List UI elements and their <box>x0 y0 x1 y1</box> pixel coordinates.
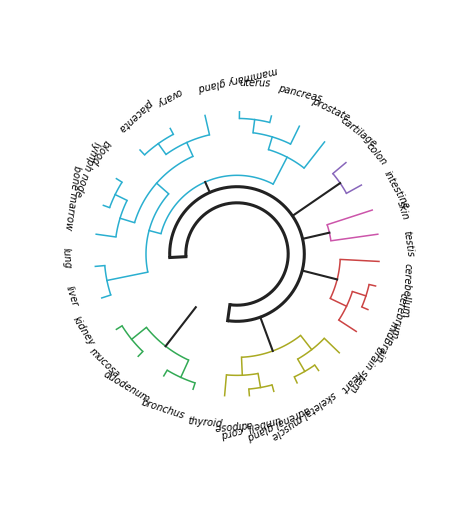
Text: midBrain: midBrain <box>372 319 399 363</box>
Text: duodenum: duodenum <box>101 369 152 404</box>
Text: liver: liver <box>64 285 80 308</box>
Text: brain stem: brain stem <box>347 344 384 394</box>
Text: intestine: intestine <box>382 169 411 211</box>
Text: thyroid: thyroid <box>187 416 223 429</box>
Text: prostate: prostate <box>310 96 351 123</box>
Text: testis: testis <box>401 230 415 258</box>
Text: adrenal gland: adrenal gland <box>246 404 311 442</box>
Text: heart: heart <box>338 369 364 395</box>
Text: kidney: kidney <box>71 314 97 347</box>
Text: skin: skin <box>394 200 410 221</box>
Text: adipose: adipose <box>213 419 252 432</box>
Text: pancreas: pancreas <box>277 84 323 104</box>
Text: lymph node: lymph node <box>72 140 101 197</box>
Text: mucosa: mucosa <box>88 346 122 380</box>
Text: colon: colon <box>364 141 388 168</box>
Text: skeletal muscle: skeletal muscle <box>270 390 338 441</box>
Text: cerebrum: cerebrum <box>388 291 408 339</box>
Text: blood: blood <box>88 138 111 166</box>
Text: cartilage: cartilage <box>339 116 379 150</box>
Text: bronchus: bronchus <box>140 398 186 421</box>
Text: ovary: ovary <box>155 86 183 108</box>
Text: umbell. cord: umbell. cord <box>221 414 283 439</box>
Text: mammary gland: mammary gland <box>198 65 278 92</box>
Text: cerebellum: cerebellum <box>400 263 412 318</box>
Text: lung: lung <box>60 247 72 269</box>
Text: bone marrow: bone marrow <box>63 165 82 231</box>
Text: placenta: placenta <box>117 97 155 133</box>
Text: uterus: uterus <box>240 78 271 89</box>
